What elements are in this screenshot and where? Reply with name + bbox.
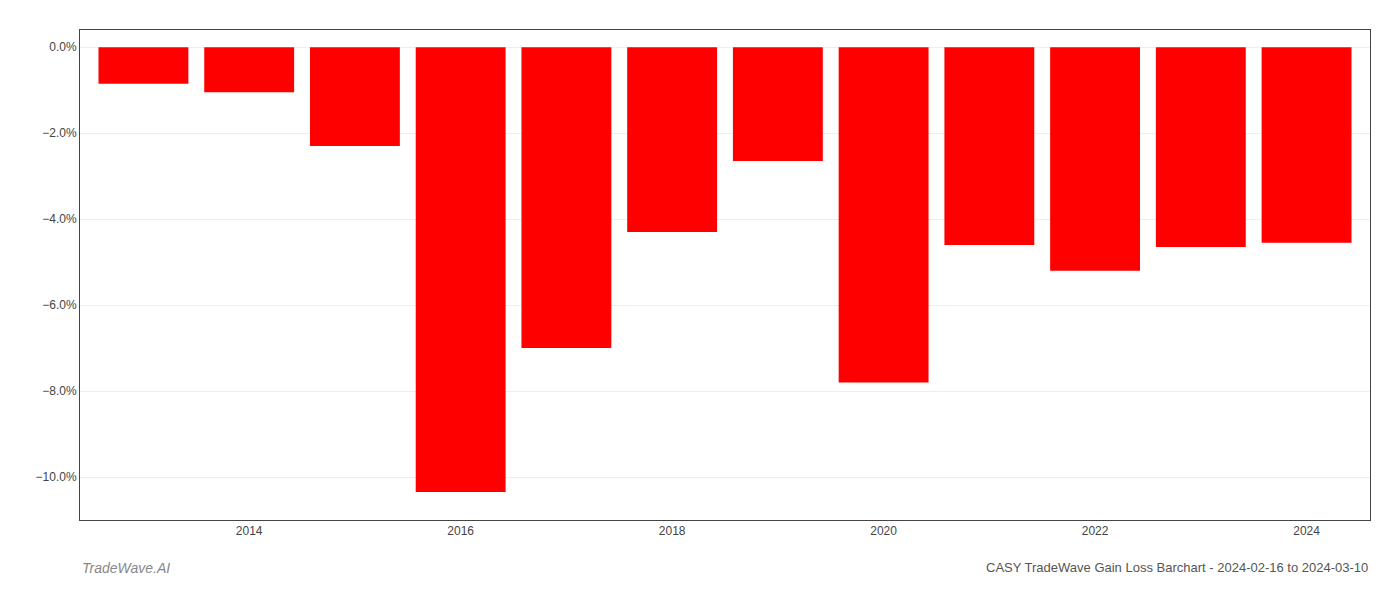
svg-text:2024: 2024 [1293,524,1320,538]
svg-text:0.0%: 0.0% [49,40,77,54]
svg-text:2018: 2018 [659,524,686,538]
svg-text:2020: 2020 [870,524,897,538]
svg-text:TradeWave.AI: TradeWave.AI [82,560,170,576]
svg-text:−6.0%: −6.0% [42,298,77,312]
svg-text:2016: 2016 [447,524,474,538]
svg-text:−10.0%: −10.0% [36,470,77,484]
svg-text:−4.0%: −4.0% [42,212,77,226]
svg-text:CASY TradeWave Gain Loss Barch: CASY TradeWave Gain Loss Barchart - 2024… [986,560,1368,575]
svg-text:2014: 2014 [236,524,263,538]
svg-text:−8.0%: −8.0% [42,384,77,398]
svg-text:2022: 2022 [1082,524,1109,538]
svg-text:−2.0%: −2.0% [42,126,77,140]
